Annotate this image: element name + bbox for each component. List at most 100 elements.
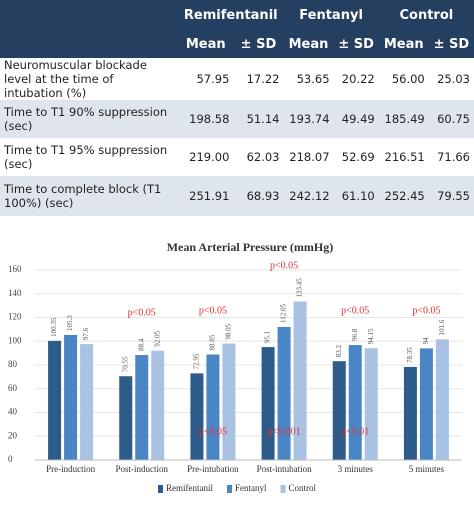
value-cell: 71.66 <box>437 150 470 164</box>
value-label: 88.4 <box>137 338 145 351</box>
value-cell: 61.10 <box>333 176 379 216</box>
value-label: 94 <box>422 337 430 345</box>
subheader: ± SD <box>333 30 379 58</box>
header-cell <box>0 30 178 58</box>
x-tick-label: Pre-induction <box>46 464 95 474</box>
value-label: 133.45 <box>296 278 304 298</box>
value-cell: 216.51 <box>384 150 425 164</box>
bar <box>435 339 449 460</box>
subheader: ± SD <box>233 30 284 58</box>
bar <box>206 354 220 460</box>
value-cell: 219.00 <box>189 150 230 164</box>
value-cell: 60.75 <box>428 100 474 138</box>
value-cell: 56.00 <box>391 72 425 86</box>
table-row: Time to complete block (T1 100%) (sec) 25… <box>0 176 474 216</box>
bar <box>190 373 204 460</box>
legend-label: Control <box>289 483 317 493</box>
row-label: Time to complete block (T1 100%) (sec) <box>0 176 178 216</box>
value-cell: 198.58 <box>178 100 234 138</box>
row-label: Time to T1 95% suppression (sec) <box>4 143 168 171</box>
bar <box>277 326 291 460</box>
bar <box>119 376 133 460</box>
header-cell <box>0 0 178 30</box>
x-tick-label: Post-intubation <box>257 464 313 474</box>
value-label: 78.35 <box>406 347 414 363</box>
x-tick-label: 3 minutes <box>338 464 374 474</box>
annotation: p<0.05 <box>270 260 298 271</box>
chart: Mean Arterial Pressure (mmHg) 0 20 40 60 80 1… <box>8 240 462 493</box>
bar <box>364 348 378 460</box>
value-label: 101.6 <box>438 319 446 335</box>
chart-title: Mean Arterial Pressure (mmHg) <box>167 240 334 254</box>
group-header: Control <box>378 0 474 30</box>
row-label: Time to T1 90% suppression (sec) <box>0 100 178 138</box>
results-table: Remifentanil Fentanyl Control Mean ± SD Mean ±… <box>0 0 474 216</box>
value-cell: 218.07 <box>289 150 330 164</box>
annotation: p<0.05 <box>341 305 369 316</box>
value-cell: 251.91 <box>178 176 234 216</box>
annotation: p<0.05 <box>199 305 227 316</box>
value-cell: 62.03 <box>246 150 280 164</box>
value-cell: 17.22 <box>246 72 280 86</box>
y-tick-label: 20 <box>8 430 18 440</box>
x-tick-label: 5 minutes <box>409 464 445 474</box>
legend-label: Remifentanil <box>166 483 213 493</box>
value-label: 100.35 <box>50 317 58 337</box>
bar <box>261 347 275 460</box>
y-tick-label: 160 <box>8 264 22 274</box>
x-tick-label: Pre-intubation <box>187 464 239 474</box>
value-label: 70.55 <box>121 356 129 372</box>
value-cell: 242.12 <box>283 176 334 216</box>
value-label: 92.05 <box>153 330 161 346</box>
value-cell: 49.49 <box>333 100 379 138</box>
subheader: Mean <box>378 30 429 58</box>
value-label: 105.3 <box>66 315 74 331</box>
bar <box>64 334 78 460</box>
subheader: Mean <box>178 30 234 58</box>
subheader-row: Mean ± SD Mean ± SD Mean ± SD <box>0 30 474 58</box>
y-tick-label: 60 <box>8 383 18 393</box>
value-cell: 51.14 <box>233 100 284 138</box>
value-cell: 25.03 <box>437 72 470 86</box>
value-label: 72.95 <box>193 353 201 369</box>
value-label: 88.85 <box>209 334 217 350</box>
legend-swatch <box>280 485 286 493</box>
table-row: Time to T1 95% suppression (sec) 219.00 62… <box>0 138 474 176</box>
value-cell: 53.65 <box>296 72 330 86</box>
value-label: 98.05 <box>225 323 233 339</box>
annotation: p<0.05 <box>199 426 227 437</box>
subheader: ± SD <box>428 30 474 58</box>
value-cell: 252.45 <box>378 176 429 216</box>
y-tick-label: 120 <box>8 312 22 322</box>
y-tick-label: 80 <box>8 359 18 369</box>
group-header: Fentanyl <box>283 0 379 30</box>
annotation: p<0.05 <box>412 305 440 316</box>
value-cell: 20.22 <box>341 72 375 86</box>
value-cell: 52.69 <box>341 150 375 164</box>
row-label: Neuromuscular blockade level at the time… <box>4 58 147 100</box>
bar <box>403 366 417 460</box>
table-row: Neuromuscular blockade level at the time… <box>0 58 474 100</box>
bar <box>419 348 433 460</box>
bar <box>80 344 94 460</box>
legend-swatch <box>227 485 232 493</box>
bar <box>48 340 62 460</box>
x-tick-label: Post-induction <box>115 464 168 474</box>
annotation: p<0.001 <box>268 426 301 437</box>
y-tick-label: 140 <box>8 288 22 298</box>
bar <box>222 343 236 460</box>
value-label: 83.2 <box>335 344 343 357</box>
annotation: p<0.01 <box>341 426 369 437</box>
value-label: 95.1 <box>264 330 272 343</box>
bar <box>348 345 362 460</box>
value-cell: 185.49 <box>378 100 429 138</box>
value-label: 94.15 <box>367 328 375 344</box>
annotation: p<0.05 <box>128 307 156 318</box>
value-cell: 68.93 <box>233 176 284 216</box>
value-label: 112.05 <box>280 303 288 322</box>
table-row: Time to T1 90% suppression (sec) 198.58 51… <box>0 100 474 138</box>
bar <box>293 301 307 460</box>
bar <box>151 350 165 460</box>
bar <box>135 355 149 460</box>
